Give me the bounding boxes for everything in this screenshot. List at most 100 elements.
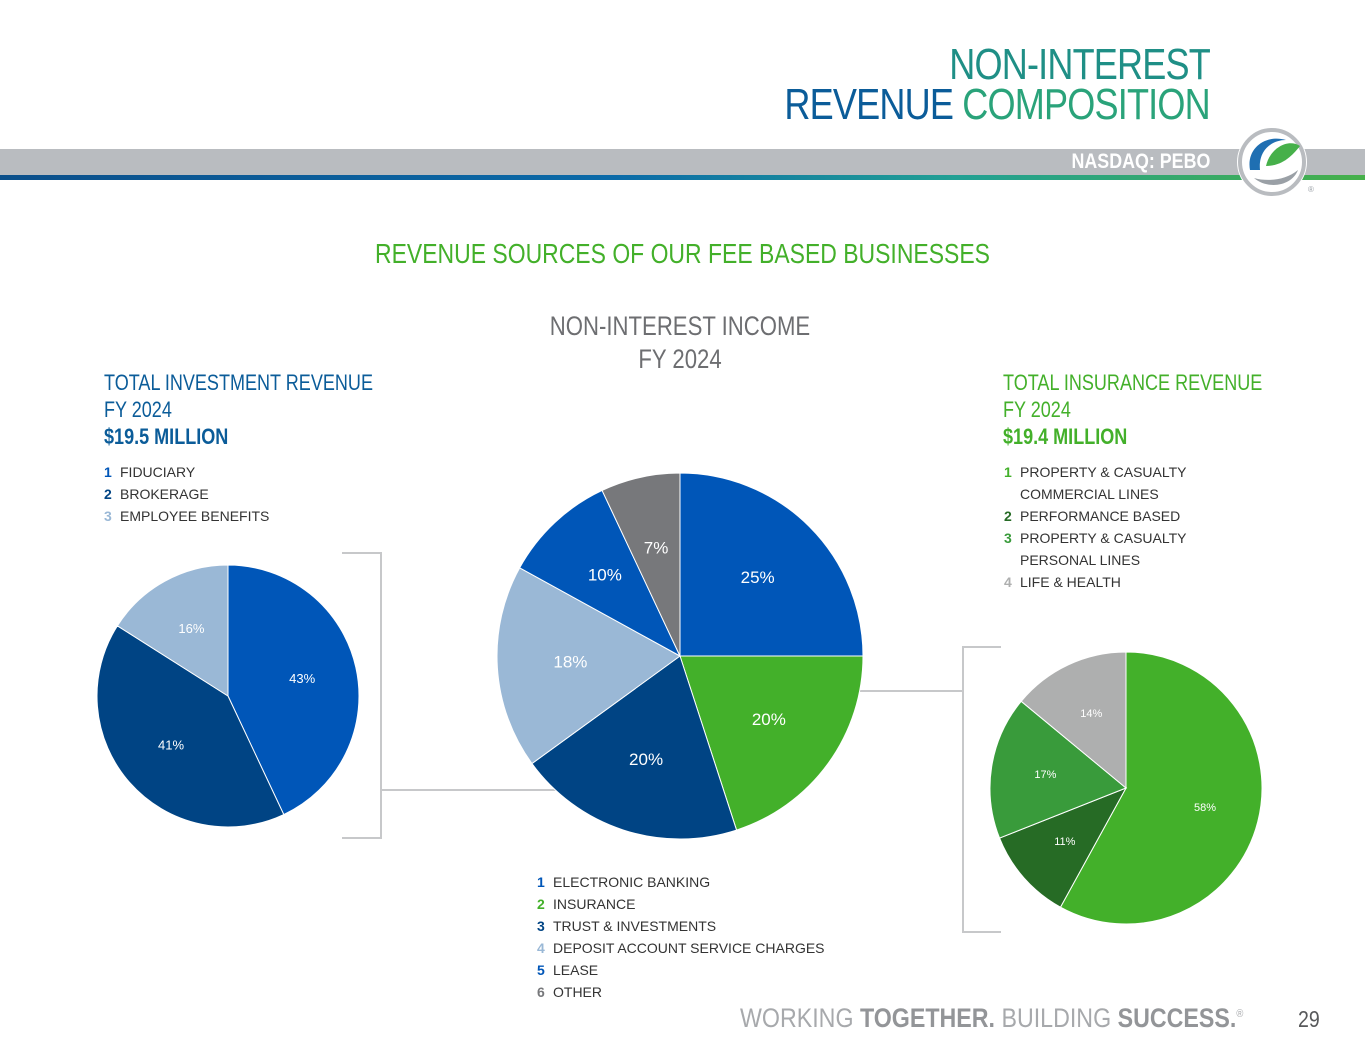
center-pie-slice <box>531 655 738 840</box>
investment-amount: $19.5 MILLION <box>104 424 229 449</box>
title-word-composition: COMPOSITION <box>962 80 1210 129</box>
center-pie-slice <box>518 489 682 658</box>
legend-number: 6 <box>537 984 545 1000</box>
legend-label: PROPERTY & CASUALTY <box>1020 530 1187 546</box>
insurance-pie-chart: 58% 11% 17% 14% <box>989 651 1263 925</box>
legend-number: 1 <box>1004 464 1012 480</box>
tagline-part1: WORKING <box>740 1003 860 1033</box>
footer-tagline: WORKING TOGETHER. BUILDING SUCCESS.® <box>740 1003 1243 1034</box>
legend-label: ELECTRONIC BANKING <box>553 874 711 890</box>
legend-label: OTHER <box>553 984 602 1000</box>
legend-number: 3 <box>537 918 545 934</box>
legend-label-continued: PERSONAL LINES <box>1020 552 1141 568</box>
center-pie-slice-label: 7% <box>644 538 669 557</box>
center-pie-slice-label: 25% <box>741 568 775 587</box>
center-chart-title-line1: NON-INTEREST INCOME <box>549 311 811 341</box>
investment-pie-slice-label: 16% <box>178 621 204 636</box>
center-pie-slice <box>601 472 681 657</box>
legend-item: 4 DEPOSIT ACCOUNT SERVICE CHARGES <box>537 937 825 959</box>
tagline-part3: BUILDING <box>995 1003 1118 1033</box>
investment-pie-slice-label: 43% <box>289 671 315 686</box>
insurance-pie-slice <box>1020 651 1127 790</box>
legend-item: 1 ELECTRONIC BANKING <box>537 871 825 893</box>
insurance-pie-slice-label: 11% <box>1054 836 1075 848</box>
page-title-line2: REVENUE COMPOSITION <box>785 83 1211 127</box>
legend-item: 5 LEASE <box>537 959 825 981</box>
legend-number: 4 <box>1004 574 1012 590</box>
insurance-pie-slice <box>989 700 1127 839</box>
center-legend: 1 ELECTRONIC BANKING 2 INSURANCE 3 TRUST & … <box>537 871 825 1003</box>
insurance-pie-slice <box>998 787 1128 908</box>
legend-item: 3 TRUST & INVESTMENTS <box>537 915 825 937</box>
insurance-title-line2: FY 2024 <box>1003 397 1071 422</box>
investment-pie-slice <box>116 564 229 697</box>
legend-label: FIDUCIARY <box>120 464 196 480</box>
legend-number: 1 <box>537 874 545 890</box>
center-pie-slice <box>679 655 864 831</box>
legend-number: 4 <box>537 940 545 956</box>
legend-label: LIFE & HEALTH <box>1020 574 1121 590</box>
center-pie-chart: 25% 20% 20% 18% 10% 7% <box>496 472 864 840</box>
insurance-revenue-heading: TOTAL INSURANCE REVENUE FY 2024 $19.4 MI… <box>1003 369 1262 450</box>
section-title: REVENUE SOURCES OF OUR FEE BASED BUSINES… <box>375 238 990 269</box>
legend-item: 1 FIDUCIARY <box>104 461 269 483</box>
legend-label: INSURANCE <box>553 896 636 912</box>
legend-number: 1 <box>104 464 112 480</box>
center-pie-slice <box>496 567 681 765</box>
insurance-amount: $19.4 MILLION <box>1003 424 1128 449</box>
legend-number: 3 <box>1004 530 1012 546</box>
insurance-pie-slice-label: 17% <box>1034 769 1056 781</box>
header-gradient-rule <box>0 175 1365 180</box>
tagline-part4: SUCCESS. <box>1117 1003 1237 1033</box>
legend-item: 2 INSURANCE <box>537 893 825 915</box>
center-pie-slice <box>679 472 864 657</box>
legend-number: 3 <box>104 508 112 524</box>
legend-label: BROKERAGE <box>120 486 209 502</box>
registered-mark: ® <box>1236 1008 1244 1020</box>
investment-pie-slice <box>227 564 360 816</box>
legend-label: PROPERTY & CASUALTY <box>1020 464 1187 480</box>
insurance-title-line1: TOTAL INSURANCE REVENUE <box>1003 370 1263 395</box>
legend-number: 2 <box>104 486 112 502</box>
legend-item: 6 OTHER <box>537 981 825 1003</box>
investment-title-line2: FY 2024 <box>104 397 172 422</box>
investment-pie-chart: 43% 41% 16% <box>96 564 360 828</box>
center-pie-slice-label: 10% <box>588 565 622 584</box>
center-pie-slice-label: 20% <box>629 750 663 769</box>
legend-number: 2 <box>1004 508 1012 524</box>
legend-label: LEASE <box>553 962 599 978</box>
insurance-pie-slice-label: 14% <box>1080 708 1102 720</box>
legend-item: 3 EMPLOYEE BENEFITS <box>104 505 269 527</box>
page-number: 29 <box>1298 1006 1320 1032</box>
page-title-line1: NON-INTEREST <box>949 40 1211 89</box>
center-pie-slice-label: 20% <box>752 710 786 729</box>
legend-item: 2 BROKERAGE <box>104 483 269 505</box>
company-logo-icon: ® <box>1237 127 1314 197</box>
legend-label: PERFORMANCE BASED <box>1020 508 1181 524</box>
legend-item: 2 PERFORMANCE BASED <box>1004 505 1187 527</box>
insurance-pie-slice-label: 58% <box>1194 802 1216 814</box>
svg-text:®: ® <box>1308 185 1314 194</box>
title-word-revenue: REVENUE <box>784 80 955 129</box>
center-chart-title: NON-INTEREST INCOME FY 2024 <box>516 310 844 376</box>
center-chart-title-line2: FY 2024 <box>638 344 722 374</box>
legend-label-continued: COMMERCIAL LINES <box>1020 486 1159 502</box>
investment-title-line1: TOTAL INVESTMENT REVENUE <box>104 370 373 395</box>
legend-number: 2 <box>537 896 545 912</box>
header-band <box>0 149 1365 175</box>
legend-label: TRUST & INVESTMENTS <box>553 918 717 934</box>
legend-label: DEPOSIT ACCOUNT SERVICE CHARGES <box>553 940 825 956</box>
legend-item: 1 PROPERTY & CASUALTY <box>1004 461 1187 483</box>
investment-revenue-heading: TOTAL INVESTMENT REVENUE FY 2024 $19.5 M… <box>104 369 373 450</box>
center-pie-slice-label: 18% <box>553 652 587 671</box>
investment-pie-slice <box>96 625 285 828</box>
legend-number: 5 <box>537 962 545 978</box>
investment-pie-slice-label: 41% <box>158 738 184 753</box>
tagline-part2: TOGETHER. <box>859 1003 996 1033</box>
investment-legend: 1 FIDUCIARY 2 BROKERAGE 3 EMPLOYEE BENEFITS <box>104 461 269 527</box>
legend-item: 4 LIFE & HEALTH <box>1004 571 1187 593</box>
legend-item: 3 PROPERTY & CASUALTY <box>1004 527 1187 549</box>
insurance-pie-slice <box>1059 651 1263 925</box>
